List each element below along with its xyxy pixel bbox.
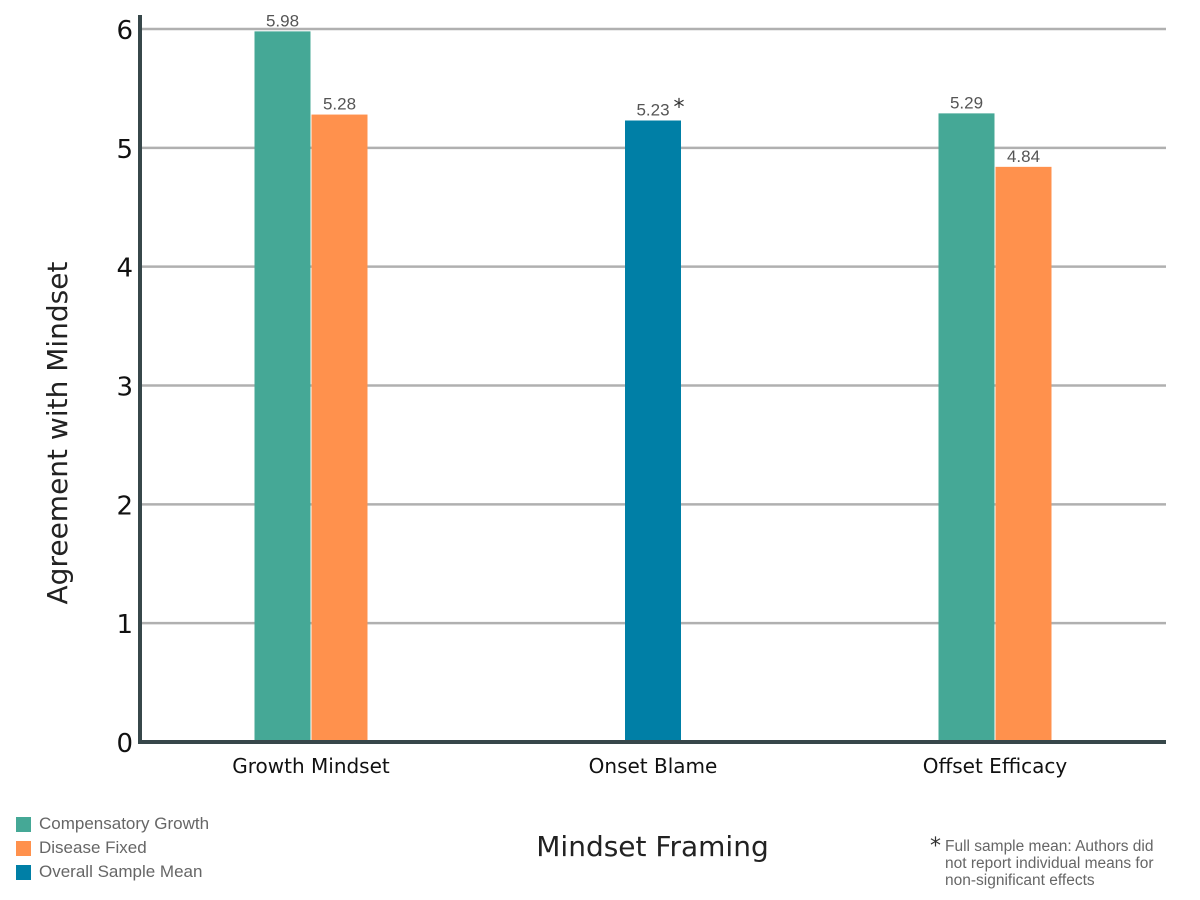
legend-swatch-overall-sample-mean xyxy=(16,864,31,880)
legend-swatch-disease-fixed xyxy=(16,840,31,856)
data-label: 5.29 xyxy=(950,93,983,112)
y-tick-label: 3 xyxy=(116,373,133,403)
axes xyxy=(138,15,1166,744)
bar-compensatory-growth xyxy=(254,31,311,741)
x-tick-label: Onset Blame xyxy=(589,754,718,778)
bar-disease-fixed xyxy=(311,114,368,740)
data-label: 5.23 xyxy=(636,101,669,120)
y-tick-labels: 0 1 2 3 4 5 6 xyxy=(116,16,133,759)
y-tick-label: 6 xyxy=(116,16,133,46)
y-axis-label: Agreement with Mindset xyxy=(41,262,74,605)
legend-label: Overall Sample Mean xyxy=(39,862,203,881)
footnote-text: Full sample mean: Authors did not report… xyxy=(945,838,1154,889)
legend-swatch-compensatory-growth xyxy=(16,816,31,832)
bar-compensatory-growth xyxy=(938,113,995,741)
category-labels: Growth Mindset Onset Blame Offset Efficacy xyxy=(232,754,1067,778)
legend-item-overall-sample-mean: Overall Sample Mean xyxy=(16,860,209,884)
bars xyxy=(254,31,1052,741)
y-tick-label: 1 xyxy=(116,610,133,640)
footnote-line: non-significant effects xyxy=(945,872,1095,889)
x-tick-label: Offset Efficacy xyxy=(923,754,1068,778)
legend-label: Disease Fixed xyxy=(39,838,147,857)
footnote-line: Full sample mean: Authors did xyxy=(945,838,1154,855)
data-label: 4.84 xyxy=(1007,147,1040,166)
y-tick-label: 0 xyxy=(116,729,133,759)
data-label-asterisk: * xyxy=(674,96,685,121)
legend-item-disease-fixed: Disease Fixed xyxy=(16,836,209,860)
bar-disease-fixed xyxy=(995,166,1052,740)
footnote: * Full sample mean: Authors did not repo… xyxy=(930,834,1198,890)
y-tick-label: 2 xyxy=(116,491,133,521)
x-tick-label: Growth Mindset xyxy=(232,754,390,778)
data-label: 5.28 xyxy=(323,95,356,114)
data-labels: 5.98 5.28 5.23 * 5.29 4.84 xyxy=(266,11,1040,165)
y-tick-label: 5 xyxy=(116,135,133,165)
y-tick-label: 4 xyxy=(116,254,133,284)
bar-overall-sample-mean xyxy=(625,120,681,741)
footnote-asterisk: * xyxy=(930,834,941,859)
legend-label: Compensatory Growth xyxy=(39,814,210,833)
legend-item-compensatory-growth: Compensatory Growth xyxy=(16,812,209,836)
x-axis-label: Mindset Framing xyxy=(536,830,769,863)
footnote-line: not report individual means for xyxy=(945,855,1154,872)
legend: Compensatory Growth Disease Fixed Overal… xyxy=(16,812,209,884)
data-label: 5.98 xyxy=(266,11,299,30)
